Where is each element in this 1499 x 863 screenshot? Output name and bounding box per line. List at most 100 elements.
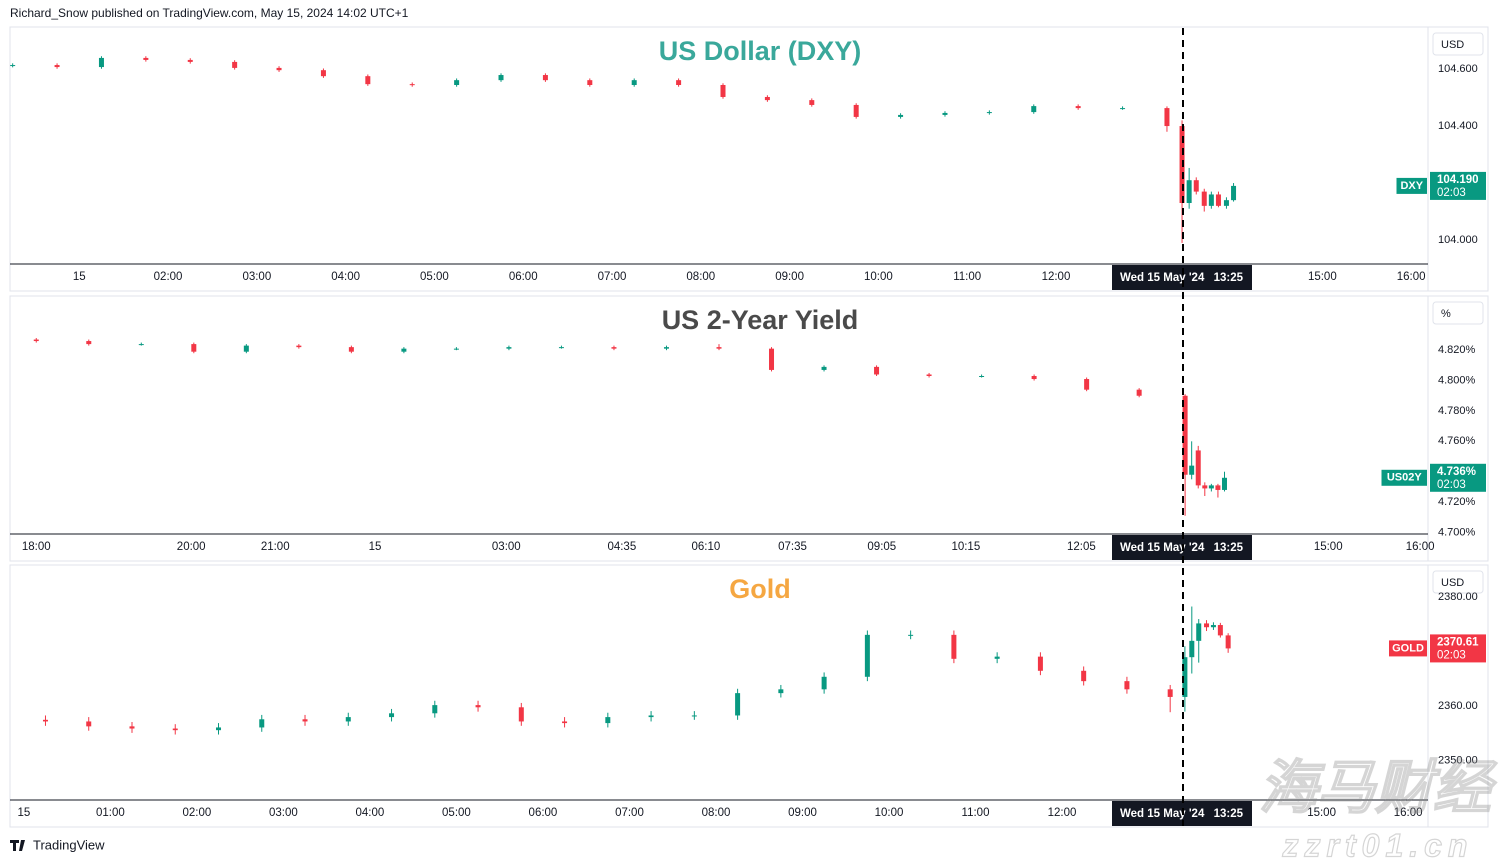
- countdown: 02:03: [1437, 479, 1466, 491]
- candle-body: [562, 721, 568, 724]
- candle-body: [605, 717, 611, 724]
- x-tick-label: 09:05: [867, 541, 896, 553]
- candle-body: [1225, 635, 1231, 649]
- candle-body: [853, 104, 859, 117]
- candle-body: [276, 67, 282, 71]
- candle-body: [1167, 689, 1173, 697]
- candle-body: [187, 59, 193, 62]
- candle-body: [1182, 395, 1188, 475]
- symbol-label: DXY: [1400, 180, 1423, 192]
- candle-body: [716, 347, 722, 349]
- candle-body: [691, 715, 697, 717]
- symbol-box: [1389, 640, 1427, 657]
- crosshair-time: 13:25: [1214, 542, 1244, 554]
- last-price-box: [1430, 634, 1486, 663]
- candle-body: [216, 727, 222, 731]
- tv-logo: [10, 840, 25, 851]
- candle-body: [1208, 194, 1214, 206]
- x-tick-label: 15: [73, 271, 86, 283]
- candle-body: [409, 84, 415, 86]
- candle-body: [1221, 477, 1227, 490]
- candle-body: [1195, 450, 1201, 486]
- candle-body: [1204, 623, 1210, 628]
- candle-body: [33, 339, 39, 342]
- candle-body: [1231, 185, 1237, 201]
- candle-body: [648, 715, 654, 718]
- x-tick-label: 12:05: [1067, 541, 1096, 553]
- x-tick-label: 02:00: [154, 271, 183, 283]
- x-tick-label: 04:35: [607, 541, 636, 553]
- candle-body: [86, 721, 92, 727]
- candle-body: [1136, 389, 1142, 396]
- footer-brand: TradingView: [33, 837, 105, 852]
- candle-body: [778, 689, 784, 694]
- candle-body: [735, 693, 741, 716]
- x-tick-label: 06:00: [529, 807, 558, 819]
- candle-body: [631, 80, 637, 86]
- panel-frames: [9, 26, 1489, 828]
- crosshair-date: Wed 15 May '24: [1120, 272, 1205, 284]
- candle-body: [138, 344, 144, 346]
- candle-body: [821, 366, 827, 370]
- candle-body: [1189, 465, 1195, 475]
- unit-box: [1432, 301, 1484, 325]
- x-tick-label: 07:35: [778, 541, 807, 553]
- candle-body: [1081, 670, 1087, 682]
- symbol-label: GOLD: [1392, 642, 1424, 654]
- candle-body: [518, 707, 524, 722]
- candle-body: [874, 366, 880, 375]
- unit-box: [1432, 32, 1484, 56]
- x-tick-label: 16:00: [1406, 541, 1435, 553]
- candle-body: [926, 374, 932, 376]
- x-tick-label: 04:00: [356, 807, 385, 819]
- x-tick-label: 10:00: [875, 807, 904, 819]
- y-tick-label: 4.780%: [1438, 405, 1476, 417]
- x-tick-label: 05:00: [442, 807, 471, 819]
- candle-body: [1124, 681, 1130, 690]
- candle-body: [979, 376, 985, 377]
- candle-body: [942, 112, 948, 115]
- x-tick-label: 07:00: [615, 807, 644, 819]
- candle-body: [348, 347, 354, 352]
- candle-body: [1084, 379, 1090, 390]
- candle-body: [1223, 200, 1229, 206]
- x-tick-label: 07:00: [598, 271, 627, 283]
- candle-body: [506, 347, 512, 349]
- y-tick-label: 4.700%: [1438, 526, 1476, 538]
- y-tick-label: 104.600: [1438, 63, 1478, 75]
- candle-body: [908, 634, 914, 636]
- candle-body: [809, 100, 815, 105]
- candle-body: [663, 347, 669, 349]
- crosshair-date: Wed 15 May '24: [1120, 808, 1205, 820]
- x-tick-label: 09:00: [788, 807, 817, 819]
- candle-body: [42, 719, 48, 722]
- candle-body: [498, 75, 504, 81]
- x-tick-label: 15:00: [1308, 271, 1337, 283]
- candle-body: [345, 717, 351, 722]
- unit-label: USD: [1441, 39, 1464, 51]
- x-tick-label: 15:00: [1307, 807, 1336, 819]
- y-tick-label: 104.400: [1438, 120, 1478, 132]
- x-tick-label: 12:00: [1042, 271, 1071, 283]
- last-price-box: [1430, 171, 1486, 200]
- watermark-text: 海马财经: [1259, 755, 1498, 820]
- candle-body: [1031, 106, 1037, 113]
- candle-body: [1120, 108, 1126, 110]
- candle-body: [143, 57, 149, 60]
- candle-body: [994, 656, 1000, 659]
- chart-title: US Dollar (DXY): [659, 36, 862, 66]
- candle-body: [1189, 640, 1195, 658]
- candle-body: [365, 76, 371, 85]
- chart-panel: US 2-Year Yield % 4.820% 4.800% 4.780% 4.760%…: [22, 301, 1486, 560]
- x-tick-label: 15: [369, 541, 382, 553]
- candle-body: [129, 726, 135, 729]
- candle-body: [764, 96, 770, 101]
- panel-frame: [9, 564, 1489, 828]
- y-tick-label: 2380.00: [1438, 591, 1478, 603]
- chart-title: US 2-Year Yield: [662, 305, 859, 335]
- candle-body: [243, 345, 249, 352]
- candle-body: [320, 70, 326, 77]
- candle-body: [296, 345, 302, 348]
